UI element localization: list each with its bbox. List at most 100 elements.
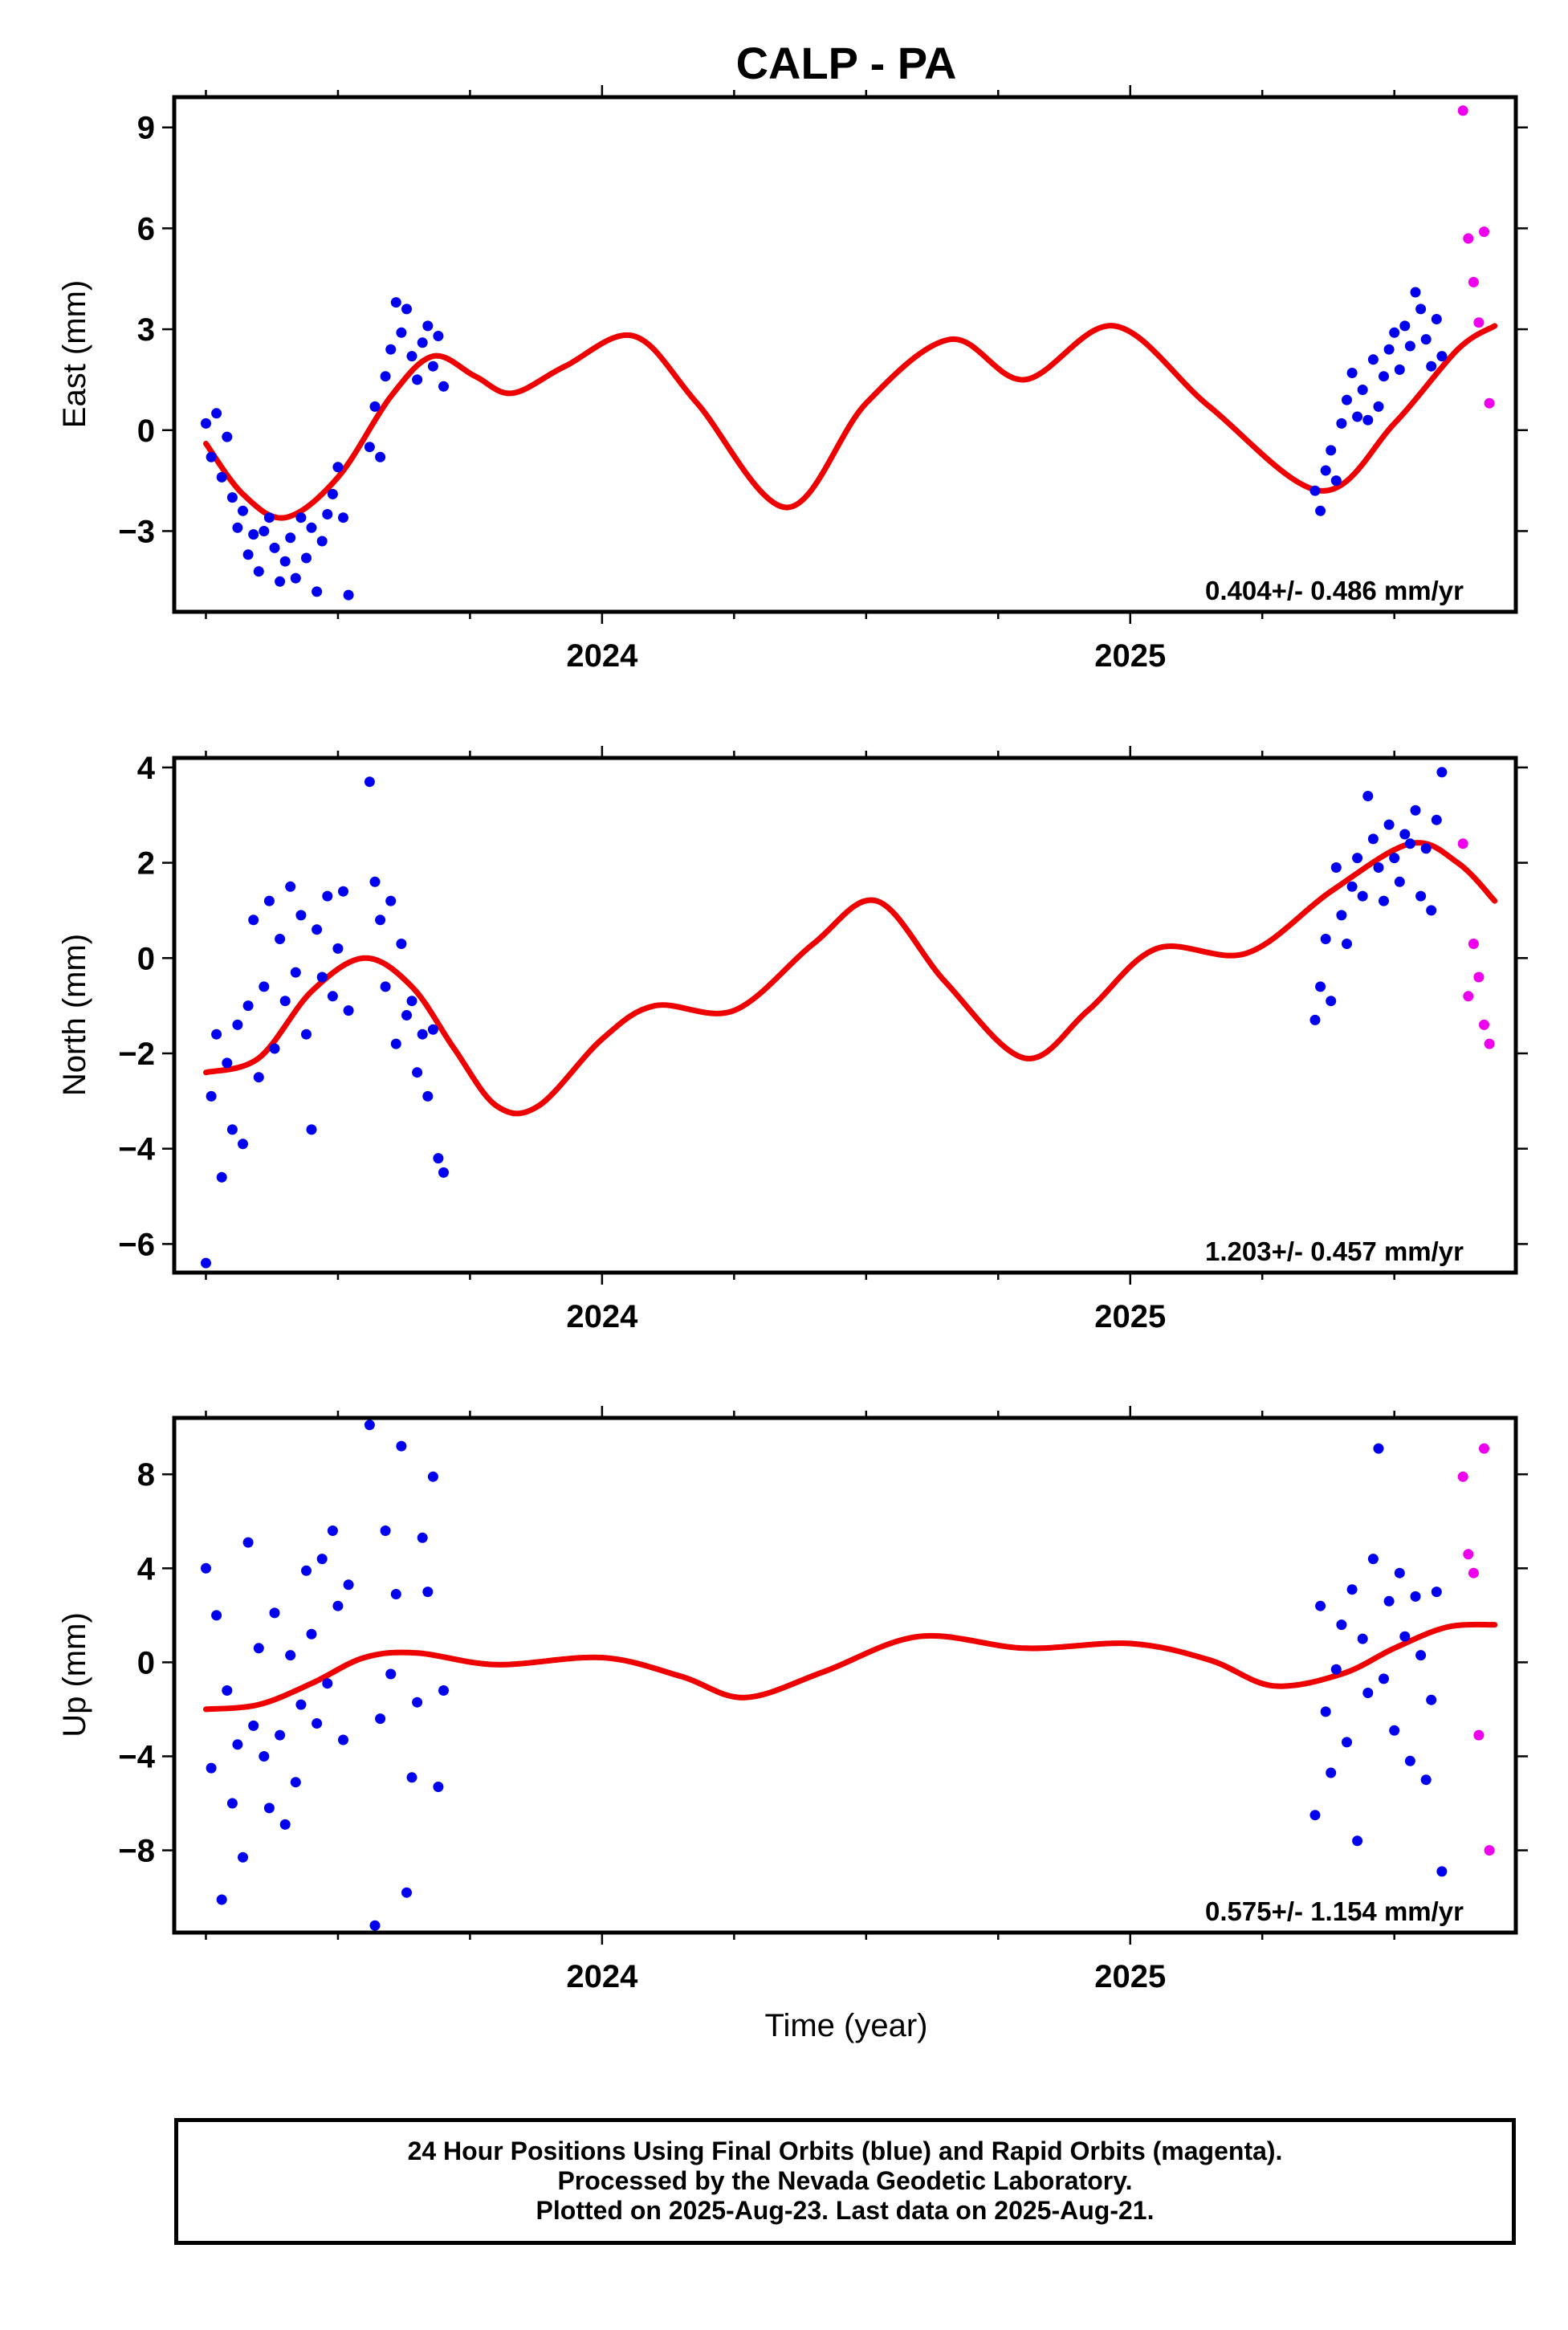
panel-up-final-point [1367,1554,1379,1565]
panel-up-final-point [1379,1673,1389,1684]
panel-up-final-point [1399,1631,1411,1642]
panel-east-rapid-point [1468,276,1479,287]
panel-north-rapid-point [1479,1019,1489,1030]
panel-north-final-point [232,1019,243,1030]
panel-east-final-point [242,549,254,560]
panel-north-final-point [438,1167,449,1178]
panel-north-final-point [216,1171,227,1183]
panel-north-final-point [1426,905,1437,916]
panel-up-ytick-label: 4 [137,1551,156,1587]
panel-north-final-point [226,1124,238,1135]
panel-north-final-point [1320,934,1331,944]
panel-up-final-point [1426,1694,1437,1705]
panel-north-ytick-label: 0 [137,941,155,976]
panel-north-final-point [332,943,344,954]
panel-east-final-point [290,572,301,584]
panel-up-rapid-point [1468,1567,1479,1578]
panel-east-final-point [1342,394,1352,405]
panel-east-final-point [269,542,280,553]
panel-up-final-point [216,1894,227,1905]
x-axis-title: Time (year) [765,2008,928,2043]
panel-up-final-point [1394,1567,1405,1578]
panel-north-final-point [390,1038,401,1049]
panel-north-final-point [312,924,323,935]
panel-up-final-point [1320,1706,1331,1717]
panel-east-final-point [390,297,401,308]
panel-east-final-point [211,408,222,419]
panel-east-ytick-label: 6 [137,211,155,246]
panel-north-final-point [1342,939,1352,949]
panel-up-final-point [427,1471,438,1482]
panel-east-final-point [322,509,333,519]
panel-east-model-curve [203,323,1498,521]
panel-north-final-point [275,934,286,944]
panel-north-final-point [1330,862,1342,873]
panel-north-ytick-label: −2 [118,1037,155,1072]
panel-east-final-point [1399,320,1411,332]
panel-east-axes: 2024 2025 9 6 3 0 −3 [118,85,1528,674]
panel-east-ylabel: East (mm) [57,280,92,428]
panel-east-final-point [1431,314,1442,324]
panel-north-final-point [369,876,381,887]
panel-north-final-point [316,972,328,983]
panel-north-final-point [375,914,386,926]
panel-north-final-point [259,981,270,992]
panel-up-final-point [390,1589,401,1599]
panel-up-final-point [306,1628,317,1640]
panel-north-final-point [422,1090,434,1102]
panel-east-final-point [369,401,381,412]
caption-line-2: Processed by the Nevada Geodetic Laborat… [557,2166,1133,2195]
panel-east: 2024 2025 9 6 3 0 −3 East (mm) 0.404+/- 0.486 … [57,85,1528,674]
panel-north: 2024 2025 4 2 0 −2 −4 −6 North (mm) 1.203+/- 0.… [57,746,1528,1334]
panel-east-final-point [1352,411,1363,422]
panel-north-frame [172,756,1518,1275]
panel-up-final-point [1383,1595,1395,1607]
panel-north-final-point [269,1043,280,1054]
panel-up-ytick-label: −4 [118,1739,155,1774]
panel-up-rapid-point [1463,1549,1474,1560]
panel-north-final-point [1431,814,1442,825]
panel-up-xtick-label: 2024 [566,1959,638,1994]
panel-east-final-point [1346,368,1358,378]
panel-east-final-point [253,566,264,577]
panel-up-final-point [259,1751,270,1762]
panel-up-ylabel: Up (mm) [57,1612,92,1737]
panel-up-final-point [1362,1688,1374,1698]
panel-north-final-point [417,1029,428,1040]
panel-east-final-point [1309,485,1321,496]
panel-up-rapid-point [1457,1471,1468,1482]
panel-up-points [201,1420,1495,1931]
panel-up-final-point [1373,1443,1384,1454]
panel-up-final-point [396,1440,407,1452]
panel-north-final-point [338,886,348,897]
panel-east-final-point [1373,401,1384,412]
panel-north-rate: 1.203+/- 0.457 mm/yr [1205,1236,1464,1266]
panel-up-final-point [275,1729,286,1741]
panel-north-final-point [1420,843,1432,854]
panel-north-final-point [1367,833,1379,845]
panel-east-final-point [1420,334,1432,345]
panel-east-final-point [427,360,438,372]
panel-east-final-point [1426,360,1437,372]
panel-north-final-point [412,1067,423,1078]
panel-up-final-point [1326,1767,1337,1778]
panel-north-final-point [1415,890,1427,902]
panel-north-final-point [279,996,291,1007]
panel-north-final-point [1336,910,1347,921]
panel-up-final-point [338,1734,348,1745]
panel-up-model-curve [203,1621,1498,1713]
panel-east-final-point [1315,505,1326,516]
panel-north-rapid-point [1463,991,1474,1002]
panel-east-xtick-label: 2024 [566,638,638,674]
caption-line-1: 24 Hour Positions Using Final Orbits (bl… [407,2137,1283,2165]
panel-up-ytick-label: 8 [137,1457,155,1493]
panel-north-ylabel: North (mm) [57,934,92,1096]
panel-up-final-point [232,1739,243,1750]
panel-east-ytick-label: −3 [118,514,155,549]
panel-east-rapid-point [1463,233,1474,244]
panel-up-final-point [1342,1737,1352,1748]
panel-up: 2024 2025 8 4 0 −4 −8 Up (mm) 0.575+/- 1.154 m… [57,1406,1528,1994]
panel-up-final-point [412,1697,423,1708]
panel-north-points [201,767,1495,1269]
panel-up-final-point [322,1678,333,1689]
